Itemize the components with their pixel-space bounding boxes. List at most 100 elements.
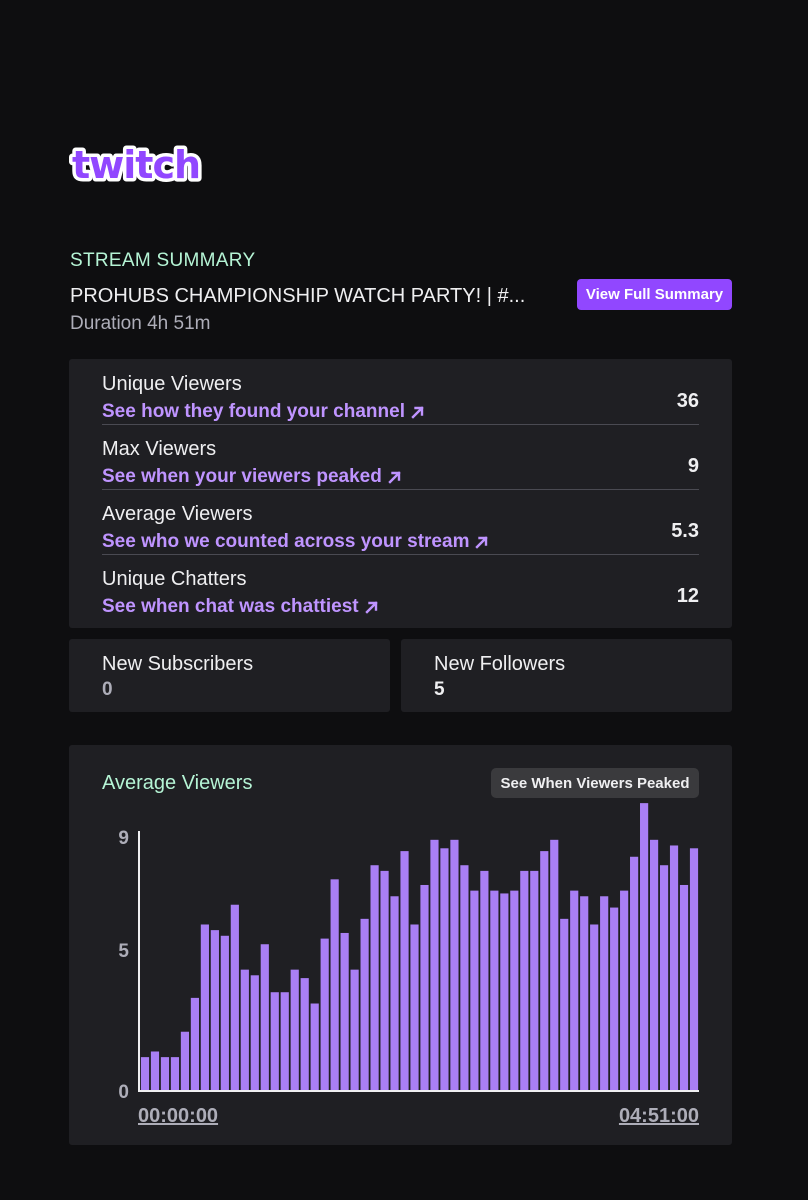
chart-bar[interactable] xyxy=(669,845,679,1091)
stat-value: 9 xyxy=(687,455,699,477)
stat-link-label: See how they found your channel xyxy=(102,401,405,422)
chart-bar[interactable] xyxy=(500,893,509,1091)
chart-bar[interactable] xyxy=(340,932,349,1091)
chart-bar[interactable] xyxy=(610,907,619,1091)
chart-bar[interactable] xyxy=(550,839,559,1091)
stat-label: Unique Chatters xyxy=(102,568,247,590)
stat-row-average-viewers: Average Viewers See who we counted acros… xyxy=(102,493,699,555)
chart-bar[interactable] xyxy=(520,870,529,1091)
chart-bar[interactable] xyxy=(160,1057,170,1091)
stat-value: 12 xyxy=(676,585,699,607)
average-viewers-link[interactable]: See who we counted across your stream xyxy=(102,531,489,553)
svg-text:twitch: twitch xyxy=(72,143,200,187)
chart-bar[interactable] xyxy=(480,870,489,1091)
stat-value: 36 xyxy=(676,390,699,412)
chart-bar[interactable] xyxy=(170,1057,180,1091)
y-tick-label: 9 xyxy=(118,828,129,849)
x-end-label: 04:51:00 xyxy=(619,1105,699,1127)
chart-bar[interactable] xyxy=(390,896,399,1091)
chart-bar[interactable] xyxy=(240,969,249,1091)
chart-bar[interactable] xyxy=(280,992,289,1091)
chart-bar[interactable] xyxy=(440,848,449,1091)
chart-bar[interactable] xyxy=(140,1057,150,1091)
stat-link-label: See when chat was chattiest xyxy=(102,596,359,617)
chart-bar[interactable] xyxy=(290,969,299,1091)
new-subscribers-label: New Subscribers xyxy=(102,653,254,675)
stream-duration: Duration 4h 51m xyxy=(70,313,211,334)
chart-bar[interactable] xyxy=(270,992,279,1091)
y-tick-label: 5 xyxy=(118,941,129,962)
chart-bar[interactable] xyxy=(220,935,229,1091)
chart-bar[interactable] xyxy=(570,890,579,1091)
chart-bar[interactable] xyxy=(260,944,269,1091)
chart-bar[interactable] xyxy=(350,969,359,1091)
chart-bar[interactable] xyxy=(450,839,459,1091)
chart-bar[interactable] xyxy=(470,890,479,1091)
chart-bar[interactable] xyxy=(200,924,209,1091)
chart-bar[interactable] xyxy=(330,879,339,1091)
average-viewers-chart: 0 5 9 00:00:00 04:51:00 xyxy=(118,803,699,1127)
arrow-up-right-icon xyxy=(475,536,489,549)
chart-bar[interactable] xyxy=(430,839,439,1091)
chart-bar[interactable] xyxy=(360,918,369,1091)
chart-bar[interactable] xyxy=(689,848,699,1091)
section-label: STREAM SUMMARY xyxy=(70,250,256,271)
svg-text:twitch: twitch xyxy=(72,143,200,187)
chart-bar[interactable] xyxy=(620,890,629,1091)
chart-bar[interactable] xyxy=(230,904,239,1091)
average-viewers-chart-card: Average Viewers See When Viewers Peaked … xyxy=(69,745,732,1145)
arrow-up-right-icon xyxy=(411,406,424,419)
chart-bar[interactable] xyxy=(310,1003,319,1091)
stat-row-unique-chatters: Unique Chatters See when chat was chatti… xyxy=(102,558,699,620)
x-start-label: 00:00:00 xyxy=(138,1105,218,1127)
chart-bar[interactable] xyxy=(180,1031,190,1091)
chart-bar[interactable] xyxy=(300,978,309,1091)
new-subscribers-card: New Subscribers 0 xyxy=(69,639,390,712)
arrow-up-right-icon xyxy=(364,601,378,614)
chart-bar[interactable] xyxy=(679,884,689,1091)
chart-bar[interactable] xyxy=(580,896,589,1091)
chart-bar[interactable] xyxy=(410,924,419,1091)
chart-bar[interactable] xyxy=(590,924,599,1091)
stream-title: PROHUBS CHAMPIONSHIP WATCH PARTY! | #... xyxy=(70,285,526,307)
stat-label: Unique Viewers xyxy=(102,373,242,395)
stats-card: Unique Viewers See how they found your c… xyxy=(69,359,732,628)
stat-row-unique-viewers: Unique Viewers See how they found your c… xyxy=(102,363,699,425)
chart-bar[interactable] xyxy=(630,856,639,1091)
stat-value: 5.3 xyxy=(671,520,699,542)
y-tick-label: 0 xyxy=(118,1082,129,1103)
stat-link-label: See when your viewers peaked xyxy=(102,466,382,487)
new-subscribers-value: 0 xyxy=(102,679,113,700)
new-followers-label: New Followers xyxy=(434,653,566,675)
twitch-logo: twitch twitch xyxy=(69,140,205,188)
chart-bar[interactable] xyxy=(420,884,429,1091)
chart-bar[interactable] xyxy=(190,997,199,1091)
chart-bar[interactable] xyxy=(659,865,669,1091)
chart-bar[interactable] xyxy=(250,975,259,1091)
chart-bar[interactable] xyxy=(640,803,649,1091)
chart-bar[interactable] xyxy=(150,1051,160,1091)
chart-bar[interactable] xyxy=(460,865,469,1091)
chart-bar[interactable] xyxy=(370,865,379,1091)
arrow-up-right-icon xyxy=(388,471,401,484)
chart-bar[interactable] xyxy=(490,890,499,1091)
unique-viewers-link[interactable]: See how they found your channel xyxy=(102,401,425,423)
chart-bar[interactable] xyxy=(600,896,609,1091)
new-followers-card: New Followers 5 xyxy=(401,639,732,712)
max-viewers-link[interactable]: See when your viewers peaked xyxy=(102,466,402,488)
see-when-viewers-peaked-button[interactable]: See When Viewers Peaked xyxy=(491,768,699,798)
chart-bar[interactable] xyxy=(530,870,539,1091)
chart-bar[interactable] xyxy=(400,851,409,1091)
chart-bar[interactable] xyxy=(210,930,219,1091)
chart-bar[interactable] xyxy=(320,938,329,1091)
new-followers-value: 5 xyxy=(434,679,445,700)
stat-label: Max Viewers xyxy=(102,438,217,460)
chart-bar[interactable] xyxy=(510,890,519,1091)
chart-bar[interactable] xyxy=(649,839,659,1091)
stat-label: Average Viewers xyxy=(102,503,253,525)
view-full-summary-button[interactable]: View Full Summary xyxy=(577,279,732,310)
chart-bar[interactable] xyxy=(380,870,389,1091)
unique-chatters-link[interactable]: See when chat was chattiest xyxy=(102,596,379,618)
chart-bar[interactable] xyxy=(540,851,549,1091)
chart-bar[interactable] xyxy=(560,918,569,1091)
